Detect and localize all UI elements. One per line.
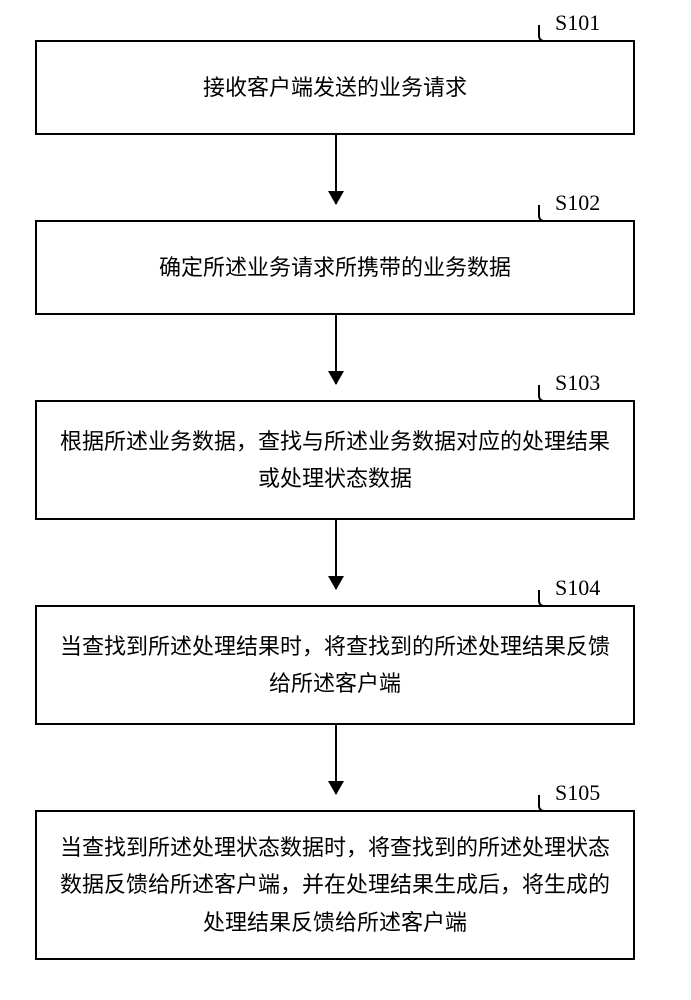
flow-step-s105: 当查找到所述处理状态数据时，将查找到的所述处理状态数据反馈给所述客户端，并在处理… xyxy=(35,810,635,960)
label-tick-s101 xyxy=(538,25,578,42)
flow-step-s101: 接收客户端发送的业务请求 xyxy=(35,40,635,135)
flow-step-s103: 根据所述业务数据，查找与所述业务数据对应的处理结果或处理状态数据 xyxy=(35,400,635,520)
flow-arrow-3 xyxy=(335,725,337,794)
flow-step-text: 确定所述业务请求所携带的业务数据 xyxy=(159,249,511,286)
flowchart-canvas: 接收客户端发送的业务请求S101确定所述业务请求所携带的业务数据S102根据所述… xyxy=(0,0,691,1000)
label-tick-s105 xyxy=(538,795,578,812)
flow-arrow-0 xyxy=(335,135,337,204)
flow-step-text: 当查找到所述处理状态数据时，将查找到的所述处理状态数据反馈给所述客户端，并在处理… xyxy=(57,829,613,941)
flow-arrow-2 xyxy=(335,520,337,589)
label-tick-s104 xyxy=(538,590,578,607)
flow-step-text: 接收客户端发送的业务请求 xyxy=(203,69,467,106)
flow-arrow-1 xyxy=(335,315,337,384)
label-tick-s102 xyxy=(538,205,578,222)
flow-step-s104: 当查找到所述处理结果时，将查找到的所述处理结果反馈给所述客户端 xyxy=(35,605,635,725)
flow-step-text: 根据所述业务数据，查找与所述业务数据对应的处理结果或处理状态数据 xyxy=(57,423,613,498)
flow-step-s102: 确定所述业务请求所携带的业务数据 xyxy=(35,220,635,315)
label-tick-s103 xyxy=(538,385,578,402)
flow-step-text: 当查找到所述处理结果时，将查找到的所述处理结果反馈给所述客户端 xyxy=(57,628,613,703)
